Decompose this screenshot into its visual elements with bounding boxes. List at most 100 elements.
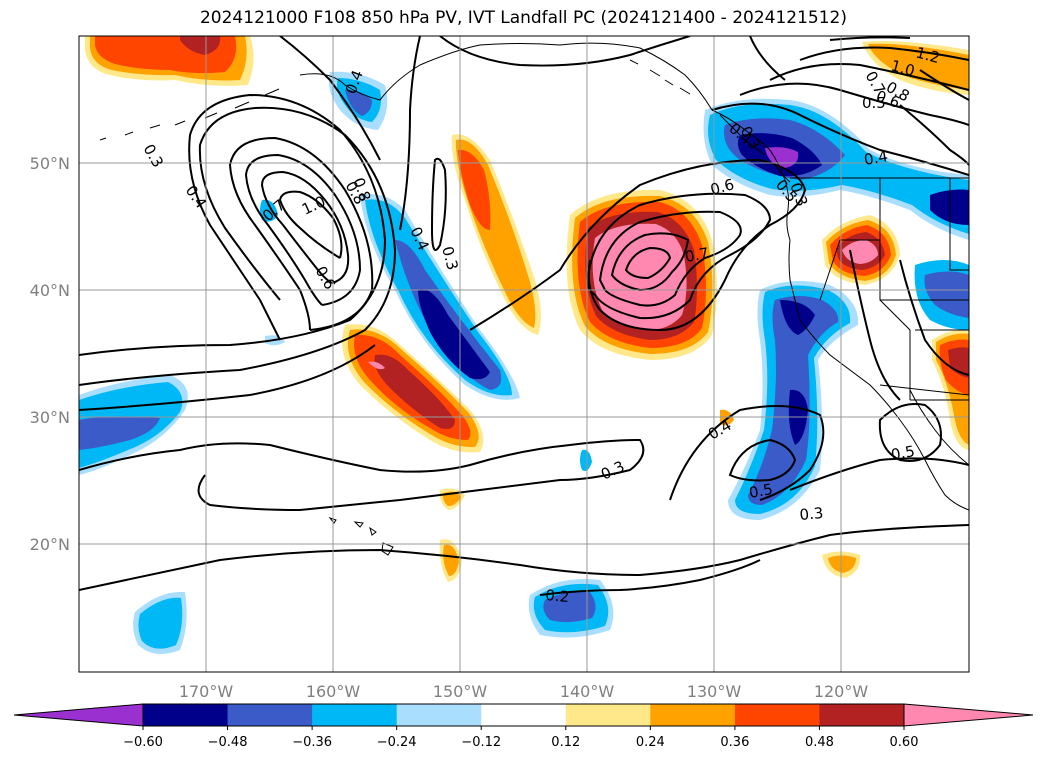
- lat-label-50: 50°N: [30, 154, 70, 173]
- colorbar-extend-high: [903, 703, 1034, 727]
- shade-150w-red: [458, 149, 491, 230]
- colorbar-segment: [312, 704, 398, 726]
- contour-label: 0.3: [438, 244, 462, 272]
- colorbar-segment: [565, 704, 651, 726]
- shade-center-navy: [418, 289, 490, 380]
- shade-bottom-blue2: [543, 591, 596, 623]
- aleutian-4: [174, 120, 186, 126]
- contour-east-7: [899, 104, 969, 166]
- hawaii-4: [381, 542, 394, 556]
- colorbar-tick-label: 0.48: [805, 735, 834, 750]
- contour-east-4: [799, 46, 969, 61]
- contour-south-band: [79, 524, 969, 591]
- shade-topleft-dark: [180, 36, 221, 55]
- border-state-5: [949, 178, 969, 271]
- shade-lowleft-blue: [138, 597, 183, 649]
- shade-alaska-blue3: [345, 90, 372, 116]
- contour-label: 0.2: [545, 586, 570, 606]
- coast-alaska-islands: [629, 59, 691, 95]
- aleutian-1: [99, 137, 107, 141]
- colorbar-segment: [819, 704, 905, 726]
- contour-center-big: [469, 158, 807, 332]
- contour-east-3: [769, 63, 969, 91]
- lat-label-40: 40°N: [30, 281, 70, 300]
- contour-label: 0.5: [890, 442, 917, 464]
- lon-label-170w: 170°W: [179, 682, 234, 701]
- contour-east-6: [749, 36, 786, 81]
- shade-small-blue-2: [260, 199, 278, 222]
- contour-center-2: [586, 192, 772, 320]
- colorbar-tick-label: −0.60: [123, 735, 163, 750]
- contour-label: 0.7: [684, 244, 711, 266]
- colorbar-border: [142, 703, 905, 727]
- colorbar-tick-label: −0.24: [377, 735, 417, 750]
- colorbar-segment: [734, 704, 820, 726]
- contour-east-2: [739, 82, 969, 126]
- aleutian-7: [264, 88, 280, 96]
- lon-label-130w: 130°W: [687, 682, 742, 701]
- coast-baja: [899, 419, 969, 511]
- lon-label-160w: 160°W: [306, 682, 361, 701]
- coast-ca: [799, 319, 901, 421]
- contour-west-inner3: [260, 170, 350, 284]
- contour-label: 0.6: [708, 175, 736, 199]
- contour-west-inner2: [244, 153, 362, 306]
- contour-se-2: [728, 438, 797, 482]
- colorbar-segment: [481, 704, 567, 726]
- colorbar-segment: [396, 704, 482, 726]
- contour-label: 1.0: [889, 56, 917, 80]
- colorbar: −0.60 −0.48 −0.36 −0.24 −0.12 0.12 0.24 0.36 0.4…: [13, 703, 1034, 750]
- contour-center-4: [610, 232, 690, 292]
- contour-label: 1.2: [914, 43, 942, 67]
- contour-label: 0.4: [863, 147, 890, 169]
- map-title: 2024121000 F108 850 hPa PV, IVT Landfall…: [199, 8, 847, 28]
- contour-east-5: [829, 36, 911, 41]
- shade-edge-blue2: [924, 271, 969, 318]
- contour-west-3: [79, 344, 376, 411]
- shade-small-blue-1: [580, 449, 592, 471]
- contour-center-5: [624, 246, 672, 280]
- latitude-labels: 50°N 40°N 30°N 20°N: [30, 154, 70, 554]
- coast-gulf-ca: [909, 389, 969, 466]
- shade-diag-dark: [374, 354, 455, 429]
- colorbar-segment: [143, 704, 229, 726]
- aleutian-5: [204, 112, 218, 119]
- colorbar-tick-label: 0.60: [890, 735, 919, 750]
- map-frame: [78, 35, 970, 673]
- contour-north-center: [439, 36, 691, 67]
- shade-left-blue2: [79, 416, 160, 450]
- aleutian-2: [124, 131, 134, 136]
- colorbar-tick-label: 0.36: [720, 735, 749, 750]
- aleutian-3: [149, 124, 161, 129]
- contour-se-3: [789, 457, 969, 491]
- shade-coast-navy: [780, 300, 815, 335]
- shade-small-orange-1b: [443, 491, 461, 506]
- shade-diag-pink: [368, 361, 385, 370]
- border-state-3: [879, 299, 911, 400]
- border-us-mexico: [879, 384, 969, 396]
- contour-north-arc: [399, 36, 421, 231]
- contour-se-4: [878, 403, 942, 462]
- contour-label: 0.5: [862, 94, 886, 112]
- colorbar-tick-label: −0.48: [208, 735, 248, 750]
- coast-wa-or: [788, 239, 801, 321]
- border-state-2: [840, 239, 969, 301]
- colorbar-segment: [650, 704, 736, 726]
- contour-west-inner1: [228, 136, 374, 331]
- colorbar-tick-label: 0.24: [636, 735, 665, 750]
- contour-south-2: [539, 559, 761, 596]
- contour-label: 0.5: [748, 480, 775, 502]
- shade-small-orange-2b: [443, 544, 459, 576]
- longitude-labels: 170°W 160°W 150°W 140°W 130°W 120°W: [179, 682, 869, 701]
- lon-label-140w: 140°W: [560, 682, 615, 701]
- lon-label-150w: 150°W: [433, 682, 488, 701]
- shade-edge-red2: [948, 347, 969, 378]
- aleutian-6: [234, 101, 250, 109]
- lat-label-20: 20°N: [30, 535, 70, 554]
- coast-alaska-south: [299, 42, 713, 111]
- hawaii-3: [369, 526, 377, 536]
- contour-150w: [430, 157, 447, 251]
- shade-small-orange-3b: [828, 555, 856, 573]
- contour-edge-right2: [899, 259, 969, 376]
